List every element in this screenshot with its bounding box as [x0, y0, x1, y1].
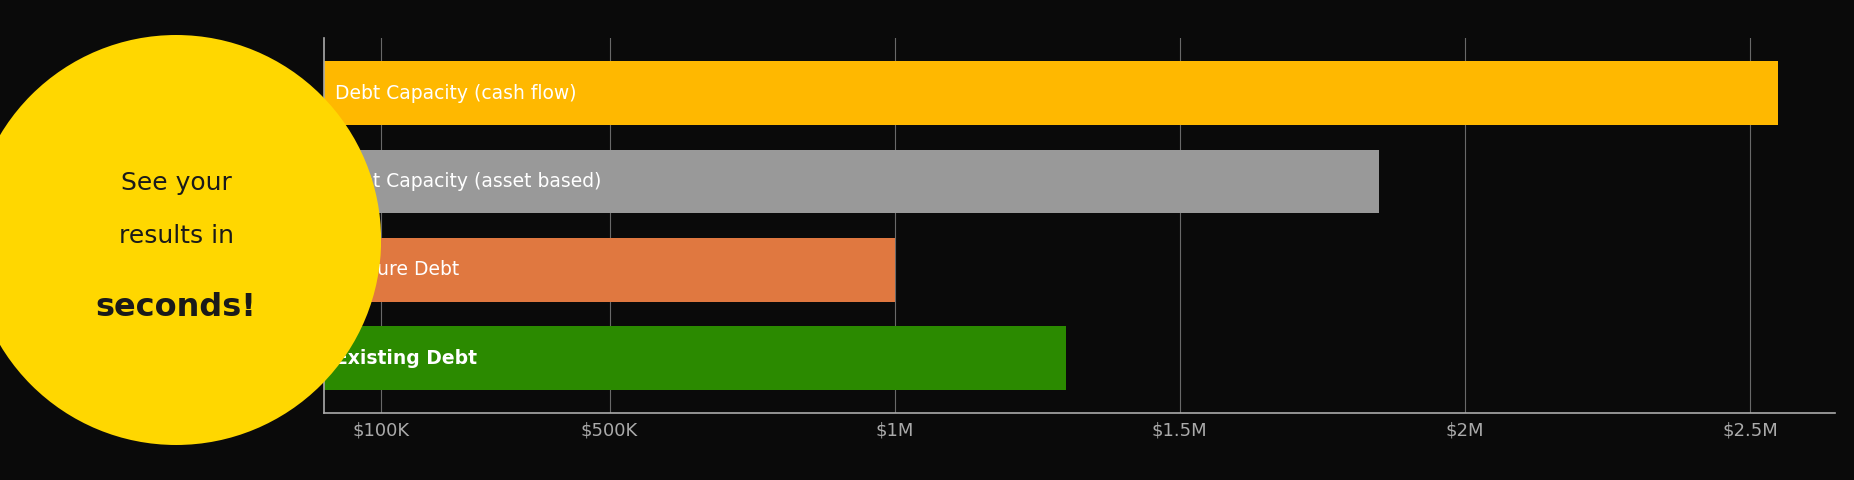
Bar	[324, 61, 1778, 125]
Bar	[324, 150, 1379, 213]
Text: Venture Debt: Venture Debt	[336, 260, 460, 279]
Text: Existing Debt: Existing Debt	[336, 348, 476, 368]
Text: See your: See your	[121, 170, 232, 194]
Circle shape	[0, 35, 382, 445]
Text: Debt Capacity (asset based): Debt Capacity (asset based)	[336, 172, 601, 191]
Text: results in: results in	[119, 224, 234, 248]
Text: Debt Capacity (cash flow): Debt Capacity (cash flow)	[336, 84, 577, 103]
Bar	[324, 326, 1066, 390]
Text: seconds!: seconds!	[96, 292, 256, 323]
Bar	[324, 238, 895, 301]
